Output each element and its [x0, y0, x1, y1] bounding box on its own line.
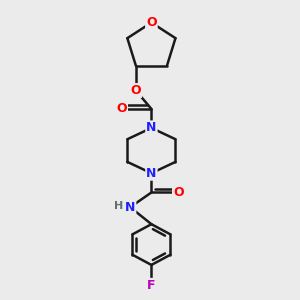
- Text: H: H: [114, 201, 123, 211]
- Text: O: O: [116, 102, 127, 116]
- Text: O: O: [130, 84, 141, 97]
- Text: N: N: [146, 122, 157, 134]
- Text: O: O: [173, 186, 184, 199]
- Text: N: N: [146, 167, 157, 180]
- Text: F: F: [147, 279, 156, 292]
- Text: O: O: [146, 16, 157, 29]
- Text: N: N: [125, 201, 135, 214]
